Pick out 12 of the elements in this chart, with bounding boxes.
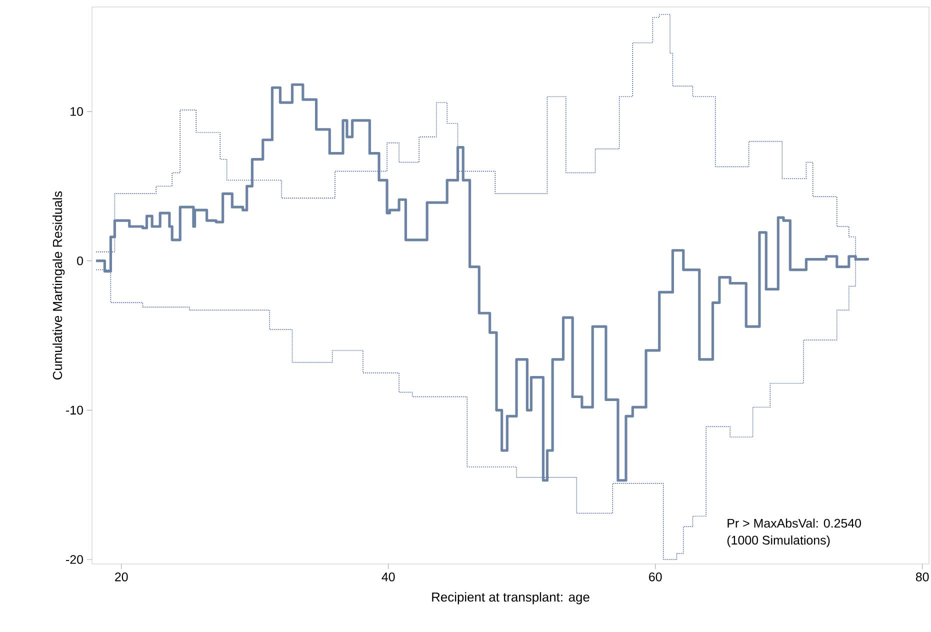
x-tick-label: 60 xyxy=(649,572,662,582)
x-axis-title: Recipient at transplant: age xyxy=(432,592,590,604)
y-tick-label: -10 xyxy=(66,406,83,415)
y-tick-label: 10 xyxy=(70,107,83,116)
y-tick-label: 0 xyxy=(77,256,83,266)
y-tick-label: -20 xyxy=(66,555,83,564)
y-axis-title: Cumulative Martingale Residuals xyxy=(52,191,65,380)
annotation: Pr > MaxAbsVal: 0.2540 xyxy=(728,518,862,528)
annotation: (1000 Simulations) xyxy=(727,535,830,548)
x-tick-label: 80 xyxy=(916,572,929,582)
x-tick-label: 20 xyxy=(115,572,128,582)
x-tick-label: 40 xyxy=(382,572,395,582)
